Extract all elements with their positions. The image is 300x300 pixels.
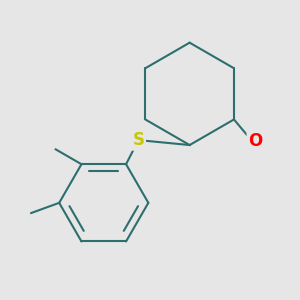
Text: S: S [132,131,144,149]
Text: O: O [248,132,262,150]
